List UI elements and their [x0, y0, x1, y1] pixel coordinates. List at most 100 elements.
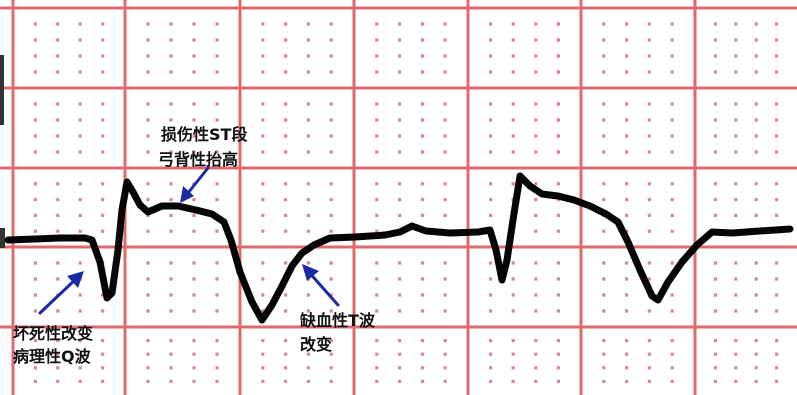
grid-dot: [284, 213, 288, 217]
grid-dot: [56, 309, 60, 313]
grid-dot: [670, 261, 674, 265]
grid-dot: [375, 339, 379, 343]
grid-dot: [101, 182, 105, 186]
grid-dot: [713, 22, 717, 26]
grid-dot: [670, 102, 674, 106]
grid-dot: [647, 309, 651, 313]
grid-dot: [33, 118, 37, 122]
grid-dot: [670, 22, 674, 26]
grid-dot: [56, 229, 60, 233]
grid-dot: [734, 134, 738, 138]
grid-dot: [420, 277, 424, 281]
grid-dot: [511, 150, 515, 154]
grid-dot: [56, 352, 60, 356]
grid-dot: [511, 339, 515, 343]
grid-dot: [670, 198, 674, 202]
grid-dot: [398, 339, 402, 343]
grid-dot: [443, 118, 447, 122]
grid-dot: [306, 309, 310, 313]
grid-dot: [511, 70, 515, 74]
grid-dot: [329, 261, 333, 265]
grid-dot: [775, 198, 779, 202]
grid-dot: [556, 261, 560, 265]
grid-dot: [78, 134, 82, 138]
grid-dot: [146, 366, 150, 370]
grid-dot: [670, 118, 674, 122]
grid-dot: [670, 150, 674, 154]
arrow-icon: [302, 264, 340, 307]
grid-dot: [146, 339, 150, 343]
grid-dot: [556, 309, 560, 313]
grid-dot: [398, 261, 402, 265]
grid-dot: [306, 339, 310, 343]
grid-dot: [306, 70, 310, 74]
grid-dot: [489, 352, 493, 356]
grid-dot: [192, 352, 196, 356]
grid-dot: [78, 38, 82, 42]
grid-dot: [284, 102, 288, 106]
grid-dot: [602, 102, 606, 106]
grid-dot: [33, 198, 37, 202]
grid-dot: [420, 22, 424, 26]
grid-dot: [420, 309, 424, 313]
grid-dot: [78, 309, 82, 313]
grid-dot: [625, 293, 629, 297]
grid-dot: [625, 134, 629, 138]
grid-dot: [56, 182, 60, 186]
grid-dot: [33, 134, 37, 138]
grid-dot: [375, 366, 379, 370]
grid-dot: [146, 102, 150, 106]
grid-dot: [754, 339, 758, 343]
grid-dot: [306, 261, 310, 265]
grid-dot: [146, 261, 150, 265]
grid-dot: [375, 102, 379, 106]
grid-dot: [56, 134, 60, 138]
grid-dot: [33, 352, 37, 356]
grid-dot: [625, 22, 629, 26]
grid-dot: [734, 352, 738, 356]
grid-dot: [192, 277, 196, 281]
grid-dot: [215, 198, 219, 202]
grid-dot: [192, 134, 196, 138]
grid-dot: [713, 150, 717, 154]
grid-dot: [261, 70, 265, 74]
t-wave-label-line1: 缺血性T波: [300, 311, 376, 330]
grid-dot: [625, 198, 629, 202]
grid-dot: [511, 379, 515, 383]
grid-dot: [329, 379, 333, 383]
grid-dot: [261, 352, 265, 356]
grid-dot: [169, 229, 173, 233]
grid-dot: [443, 213, 447, 217]
grid-dot: [420, 213, 424, 217]
grid-dot: [534, 309, 538, 313]
grid-dot: [375, 38, 379, 42]
grid-dot: [443, 198, 447, 202]
grid-dot: [775, 54, 779, 58]
grid-dot: [602, 54, 606, 58]
grid-dot: [101, 150, 105, 154]
grid-dot: [192, 38, 196, 42]
grid-dot: [511, 102, 515, 106]
grid-dot: [625, 102, 629, 106]
grid-dot: [556, 54, 560, 58]
grid-dot: [534, 293, 538, 297]
grid-dot: [647, 229, 651, 233]
grid-dot: [146, 293, 150, 297]
q-wave-label-line1: 坏死性改变: [13, 324, 93, 343]
grid-dot: [511, 182, 515, 186]
grid-dot: [375, 198, 379, 202]
grid-dot: [398, 150, 402, 154]
grid-dot: [625, 38, 629, 42]
grid-dot: [101, 229, 105, 233]
grid-dot: [511, 54, 515, 58]
grid-dot: [215, 339, 219, 343]
grid-dot: [420, 352, 424, 356]
grid-dot: [101, 118, 105, 122]
grid-dot: [754, 22, 758, 26]
grid-dot: [670, 54, 674, 58]
grid-dot: [56, 150, 60, 154]
st-elevation-label-line1: 损伤性ST段: [161, 125, 248, 144]
grid-dot: [169, 352, 173, 356]
grid-dot: [647, 277, 651, 281]
grid-dot: [146, 229, 150, 233]
